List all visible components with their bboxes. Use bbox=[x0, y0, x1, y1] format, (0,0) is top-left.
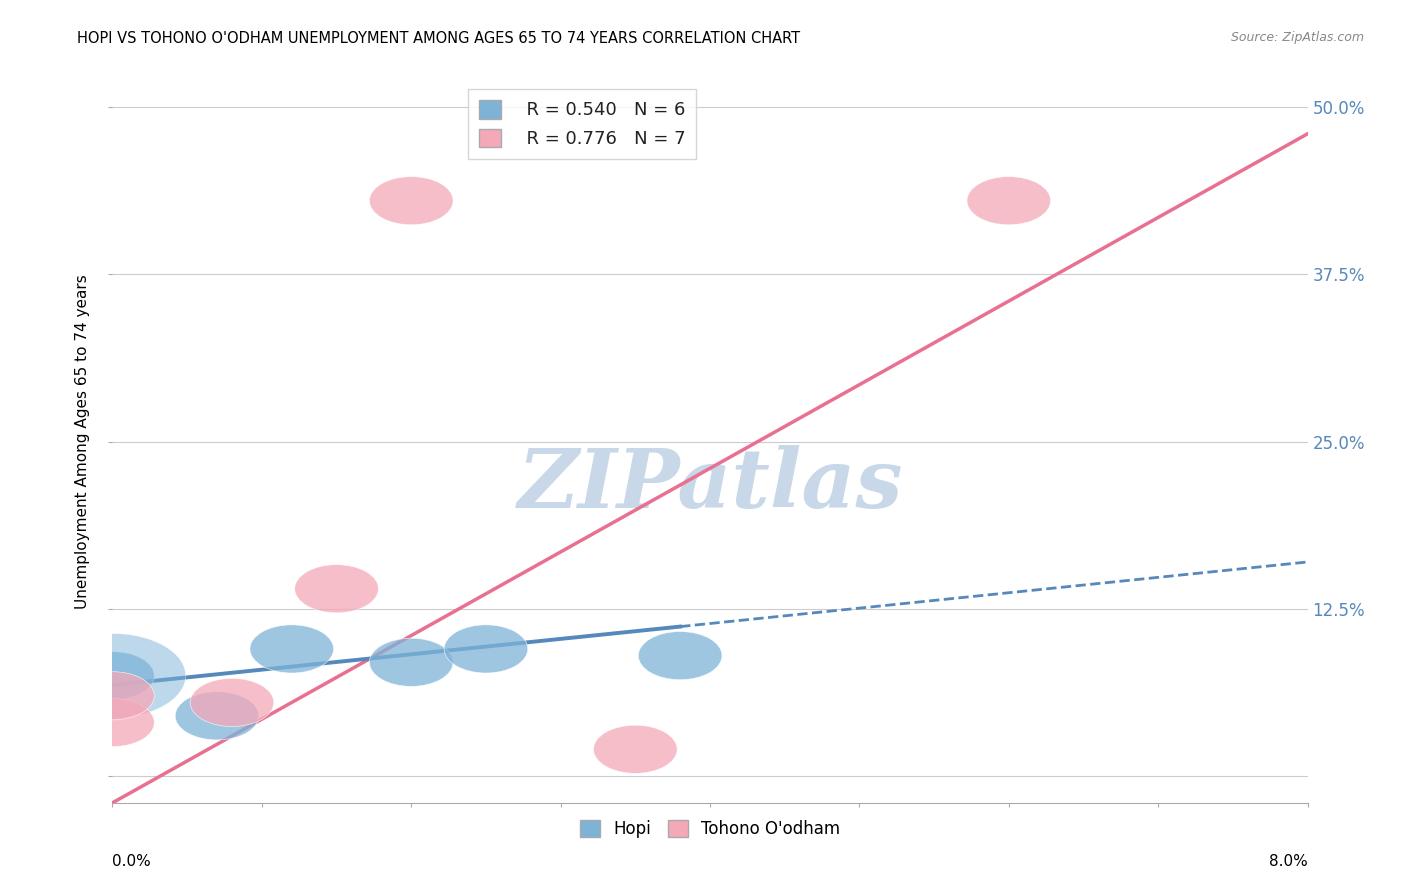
Ellipse shape bbox=[39, 633, 186, 718]
Text: ZIPatlas: ZIPatlas bbox=[517, 445, 903, 524]
Ellipse shape bbox=[176, 692, 259, 740]
Text: 8.0%: 8.0% bbox=[1268, 854, 1308, 869]
Ellipse shape bbox=[593, 725, 678, 773]
Ellipse shape bbox=[370, 177, 453, 225]
Ellipse shape bbox=[70, 651, 155, 699]
Ellipse shape bbox=[70, 672, 155, 720]
Ellipse shape bbox=[70, 698, 155, 747]
Ellipse shape bbox=[370, 639, 453, 687]
Ellipse shape bbox=[295, 565, 378, 613]
Y-axis label: Unemployment Among Ages 65 to 74 years: Unemployment Among Ages 65 to 74 years bbox=[75, 274, 90, 609]
Text: HOPI VS TOHONO O'ODHAM UNEMPLOYMENT AMONG AGES 65 TO 74 YEARS CORRELATION CHART: HOPI VS TOHONO O'ODHAM UNEMPLOYMENT AMON… bbox=[77, 31, 800, 46]
Ellipse shape bbox=[638, 632, 723, 680]
Text: 0.0%: 0.0% bbox=[112, 854, 152, 869]
Legend: Hopi, Tohono O'odham: Hopi, Tohono O'odham bbox=[574, 814, 846, 845]
Ellipse shape bbox=[250, 624, 333, 673]
Ellipse shape bbox=[190, 678, 274, 726]
Text: Source: ZipAtlas.com: Source: ZipAtlas.com bbox=[1230, 31, 1364, 45]
Ellipse shape bbox=[444, 624, 527, 673]
Ellipse shape bbox=[967, 177, 1050, 225]
